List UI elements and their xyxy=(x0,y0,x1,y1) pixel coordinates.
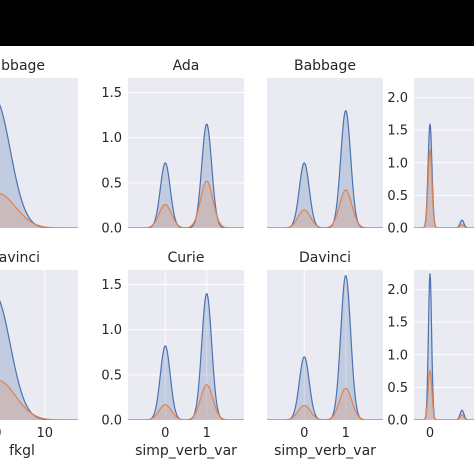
y-tick-label: 1.0 xyxy=(101,323,122,338)
density-area-series-1 xyxy=(0,193,78,228)
black-header-band xyxy=(0,0,474,46)
x-tick-label: 1 xyxy=(342,426,350,441)
y-tick-label: 2.0 xyxy=(387,283,408,298)
y-tick-label: 0.5 xyxy=(387,189,408,204)
y-tick-label: 0.0 xyxy=(387,414,408,429)
y-tick-label: 0.5 xyxy=(101,368,122,383)
panel-p01: 0.0 0.5 1.0 1.5 Ada xyxy=(101,58,244,237)
panel-p13: 0.0 0.5 1.0 1.5 2.0 0 xyxy=(387,270,474,441)
density-line-series-1 xyxy=(414,369,474,420)
y-tick-label: 0.5 xyxy=(101,176,122,191)
y-tick-label: 0.0 xyxy=(387,222,408,237)
density-line-series-1 xyxy=(0,379,78,420)
plot-background xyxy=(414,270,474,420)
density-line-series-1 xyxy=(267,189,383,228)
x-tick-label: 10 xyxy=(37,426,54,441)
panel-title: Ada xyxy=(173,58,200,74)
density-area-series-1 xyxy=(128,384,244,420)
panel-title: Curie xyxy=(168,250,205,266)
x-tick-label: 0 xyxy=(426,426,434,441)
panel-title: Babbage xyxy=(0,58,45,74)
panel-p11: 0.0 0.5 1.0 1.5 0 1 Curie simp_verb_var xyxy=(101,250,244,459)
panel-p10: 0 10 Davinci fkgl xyxy=(0,250,78,459)
y-tick-label: 0.0 xyxy=(101,222,122,237)
y-tick-label: 1.5 xyxy=(387,316,408,331)
plot-background xyxy=(0,78,78,228)
y-tick-label: 1.5 xyxy=(387,124,408,139)
panel-p03: 0.0 0.5 1.0 1.5 2.0 xyxy=(387,78,474,237)
y-tick-label: 1.0 xyxy=(101,131,122,146)
density-line-series-0 xyxy=(414,273,474,420)
density-line-series-1 xyxy=(0,192,78,228)
x-axis-label: simp_verb_var xyxy=(274,443,376,459)
density-line-series-1 xyxy=(414,149,474,228)
panel-title: Davinci xyxy=(299,250,351,266)
density-area-series-1 xyxy=(0,380,78,420)
plot-background xyxy=(128,78,244,228)
density-line-series-1 xyxy=(128,384,244,420)
x-tick-label: 1 xyxy=(203,426,211,441)
panel-title: Babbage xyxy=(294,58,356,74)
panel-p00: Babbage xyxy=(0,58,78,228)
y-tick-label: 0.5 xyxy=(387,381,408,396)
plot-background xyxy=(414,78,474,228)
density-area-series-0 xyxy=(0,105,78,228)
panel-title: Davinci xyxy=(0,250,40,266)
density-area-series-1 xyxy=(128,181,244,228)
plot-background xyxy=(267,270,383,420)
y-tick-label: 1.0 xyxy=(387,156,408,171)
x-tick-label: 0 xyxy=(300,426,308,441)
y-tick-label: 2.0 xyxy=(387,91,408,106)
plot-background xyxy=(128,270,244,420)
y-tick-label: 0.0 xyxy=(101,414,122,429)
y-tick-label: 1.5 xyxy=(101,278,122,293)
density-line-series-1 xyxy=(128,180,244,228)
x-tick-label: 0 xyxy=(161,426,169,441)
x-axis-label: fkgl xyxy=(9,443,35,459)
panel-p12: 0 1 Davinci simp_verb_var xyxy=(267,250,383,459)
density-area-series-1 xyxy=(267,190,383,228)
density-area-series-0 xyxy=(0,301,78,420)
y-tick-label: 1.5 xyxy=(101,86,122,101)
density-area-series-1 xyxy=(267,388,383,420)
x-axis-label: simp_verb_var xyxy=(135,443,237,459)
panel-p02: Babbage xyxy=(267,58,383,228)
density-line-series-1 xyxy=(267,387,383,420)
plot-background xyxy=(267,78,383,228)
plot-background xyxy=(0,270,78,420)
x-tick-label: 0 xyxy=(0,426,2,441)
y-tick-label: 1.0 xyxy=(387,348,408,363)
